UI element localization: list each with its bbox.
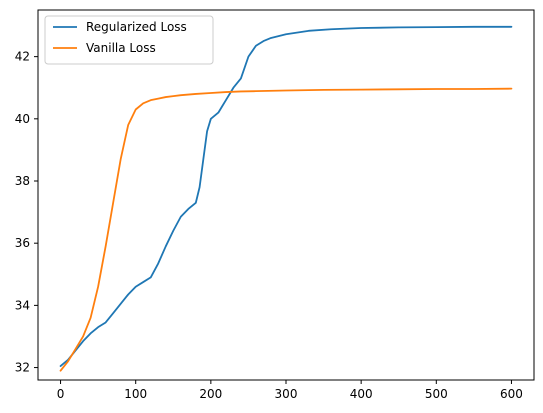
series-layer bbox=[59, 25, 513, 372]
legend-label-regularized-loss: Regularized Loss bbox=[86, 20, 187, 34]
x-tick-label: 500 bbox=[425, 387, 448, 401]
x-tick-label: 100 bbox=[124, 387, 147, 401]
x-tick-label: 400 bbox=[350, 387, 373, 401]
x-tick-label: 300 bbox=[275, 387, 298, 401]
x-axis: 0 100 200 300 400 500 600 bbox=[57, 380, 523, 401]
series-line-regularized-loss bbox=[59, 25, 513, 367]
y-tick-label: 34 bbox=[15, 298, 30, 312]
legend: Regularized Loss Vanilla Loss bbox=[44, 15, 214, 65]
y-tick-label: 42 bbox=[15, 50, 30, 64]
y-tick-label: 36 bbox=[15, 236, 30, 250]
y-axis: 32 34 36 38 40 42 bbox=[15, 50, 38, 375]
x-tick-label: 600 bbox=[500, 387, 523, 401]
legend-label-vanilla-loss: Vanilla Loss bbox=[86, 41, 156, 55]
y-tick-label: 38 bbox=[15, 174, 30, 188]
legend-box bbox=[44, 15, 214, 65]
plot-area bbox=[38, 10, 534, 380]
plot-frame bbox=[37, 9, 535, 381]
series-line-vanilla-loss bbox=[59, 87, 513, 372]
x-tick-label: 0 bbox=[57, 387, 65, 401]
y-tick-label: 40 bbox=[15, 112, 30, 126]
x-tick-label: 200 bbox=[199, 387, 222, 401]
y-tick-label: 32 bbox=[15, 361, 30, 375]
